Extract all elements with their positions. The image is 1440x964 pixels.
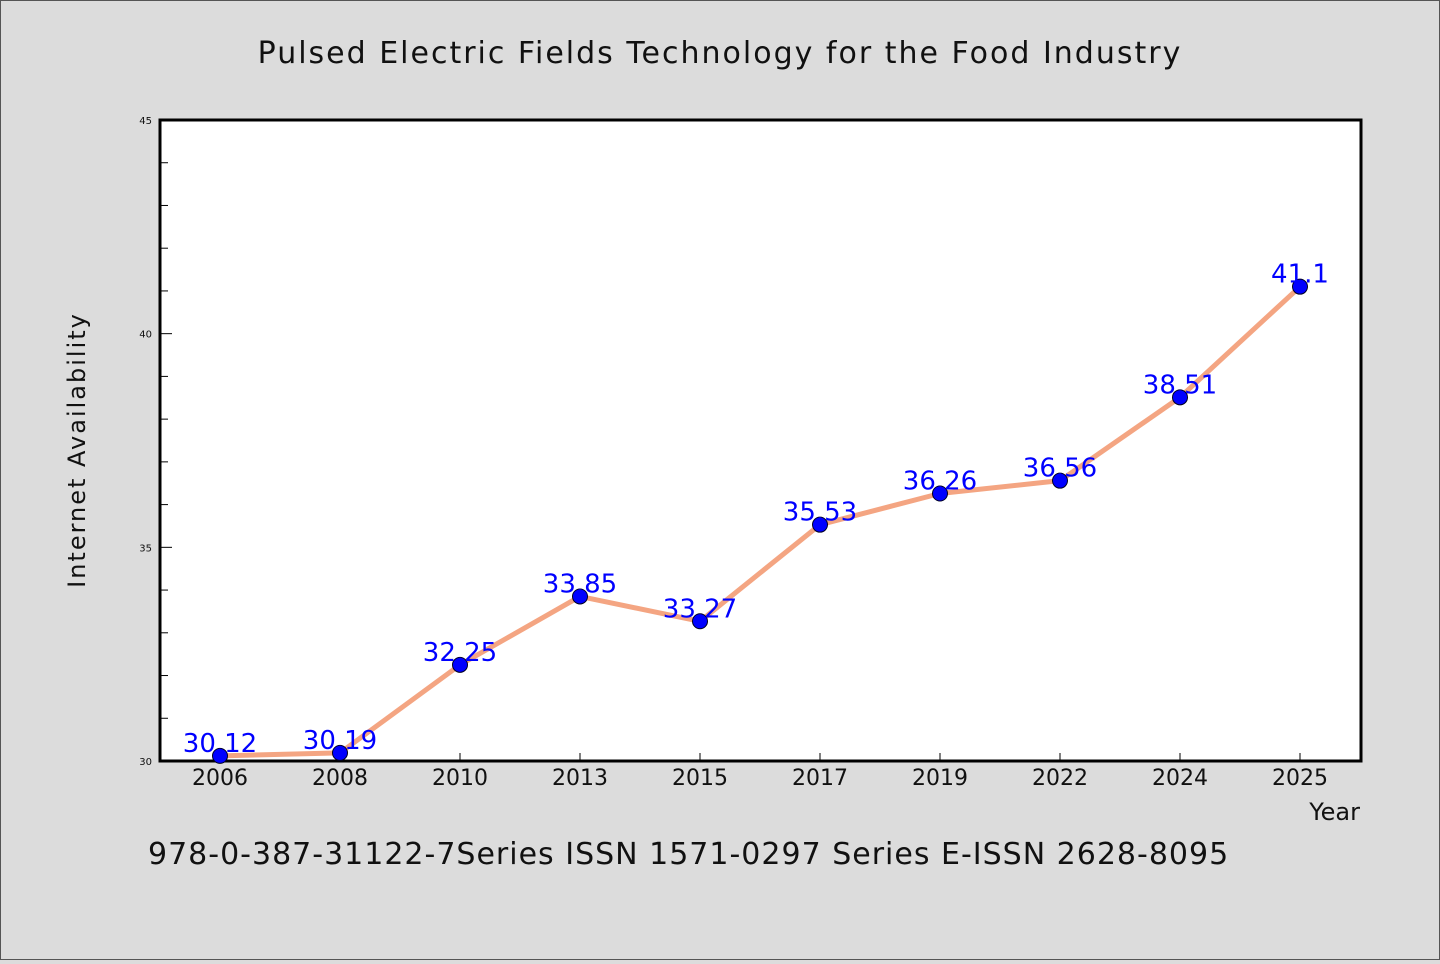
chart-title: Pulsed Electric Fields Technology for th… (258, 36, 1183, 71)
y-tick-label: 30 (139, 757, 152, 768)
x-tick-label: 2019 (912, 766, 968, 791)
y-tick-label: 45 (139, 116, 152, 127)
y-tick-label: 40 (139, 330, 152, 341)
x-tick-label: 2013 (552, 766, 608, 791)
x-tick-label: 2015 (672, 766, 728, 791)
data-label: 38.51 (1143, 370, 1217, 400)
plot-background (160, 120, 1361, 761)
x-tick-label: 2006 (192, 766, 248, 791)
data-label: 33.85 (543, 569, 617, 599)
data-point (1292, 278, 1308, 295)
data-point (212, 747, 228, 764)
data-label: 32.25 (423, 638, 497, 668)
data-label: 30.12 (183, 729, 257, 759)
x-axis-label: Year (1308, 798, 1360, 826)
x-tick-label: 2008 (312, 766, 368, 791)
data-point (812, 516, 828, 533)
x-tick-label: 2024 (1152, 766, 1208, 791)
data-label: 35.53 (783, 498, 857, 528)
data-point (452, 656, 468, 673)
data-point (1172, 389, 1188, 406)
data-label: 36.56 (1023, 454, 1097, 484)
data-point (932, 485, 948, 502)
y-tick-label: 35 (139, 543, 152, 554)
plot-border (158, 118, 1363, 763)
plot-area: 30 35 40 45 2006 2008 2010 2013 2015 2017 2019 2022… (139, 116, 1363, 791)
data-point (332, 744, 348, 761)
data-point (572, 588, 588, 605)
series-line (217, 284, 1303, 759)
data-point (1052, 472, 1068, 489)
data-point (692, 613, 708, 630)
x-tick-label: 2010 (432, 766, 488, 791)
x-tick-label: 2022 (1032, 766, 1088, 791)
data-label: 36.26 (903, 466, 977, 496)
data-label: 30.19 (303, 726, 377, 756)
x-tick-label: 2017 (792, 766, 848, 791)
data-label: 33.27 (663, 594, 737, 624)
footer-text: 978-0-387-31122-7Series ISSN 1571-0297 S… (148, 837, 1229, 872)
data-label: 41.1 (1271, 260, 1329, 290)
y-axis-label: Internet Availability (63, 312, 91, 588)
x-tick-label: 2025 (1272, 766, 1328, 791)
